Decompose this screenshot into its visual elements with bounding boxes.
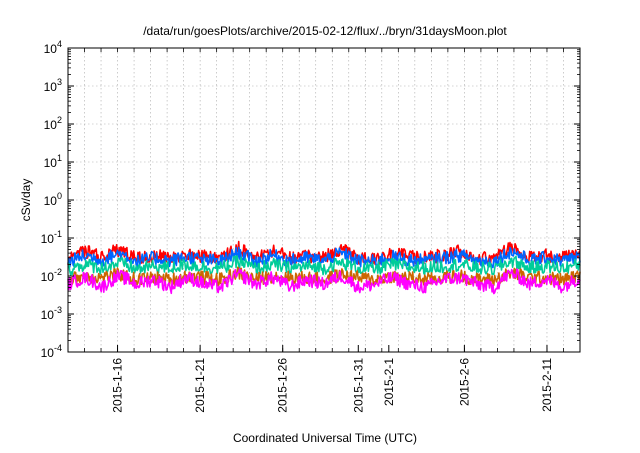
y-tick-label: 104 <box>44 39 62 56</box>
y-axis-label: cSv/day <box>19 179 33 222</box>
y-tick-exponent: -3 <box>54 305 62 315</box>
x-tick-label: 2015-1-16 <box>111 358 125 413</box>
y-tick-exponent: -4 <box>54 343 62 353</box>
y-tick-label: 102 <box>44 115 62 132</box>
y-tick-label: 10-2 <box>41 267 62 284</box>
y-tick-exponent: 3 <box>57 77 62 87</box>
y-tick-label: 10-4 <box>41 343 62 360</box>
x-tick-label: 2015-1-21 <box>193 358 207 413</box>
series-line <box>67 268 581 295</box>
ticks: 10-410-310-210-11001011021031042015-1-16… <box>41 39 580 413</box>
x-axis-label: Coordinated Universal Time (UTC) <box>233 431 417 445</box>
y-tick-label: 101 <box>44 153 62 170</box>
series-line <box>67 246 581 269</box>
series-line <box>67 255 581 276</box>
x-tick-label: 2015-2-6 <box>457 358 471 406</box>
series-layer <box>67 240 581 295</box>
x-tick-label: 2015-1-31 <box>351 358 365 413</box>
y-tick-exponent: 1 <box>57 153 62 163</box>
y-tick-exponent: -2 <box>54 267 62 277</box>
grid <box>68 47 580 353</box>
y-tick-exponent: 0 <box>57 191 62 201</box>
y-tick-label: 10-1 <box>41 229 62 246</box>
chart-title: /data/run/goesPlots/archive/2015-02-12/f… <box>143 24 507 38</box>
y-tick-exponent: 4 <box>57 39 62 49</box>
x-tick-label: 2015-2-1 <box>382 358 396 406</box>
x-tick-label: 2015-2-11 <box>540 358 554 412</box>
y-tick-exponent: 2 <box>57 115 62 125</box>
y-tick-label: 103 <box>44 77 62 94</box>
series-line <box>67 266 581 287</box>
y-tick-exponent: -1 <box>54 229 62 239</box>
y-tick-label: 100 <box>44 191 62 208</box>
y-tick-label: 10-3 <box>41 305 62 322</box>
x-tick-label: 2015-1-26 <box>276 358 290 413</box>
